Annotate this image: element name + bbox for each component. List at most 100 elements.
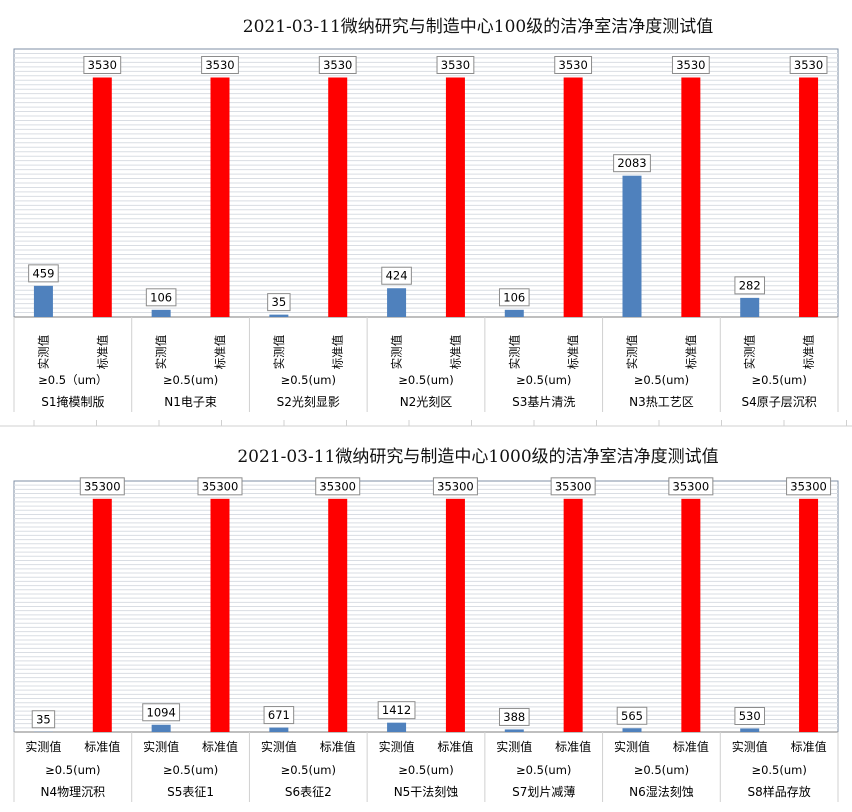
c0-bar [622, 175, 642, 317]
c1-data-label: 35300 [790, 479, 827, 493]
c1-bar [681, 498, 701, 732]
c1-bar [387, 722, 407, 732]
c0-particle-size-label: ≥0.5(um) [634, 373, 689, 387]
c0-particle-size-label: ≥0.5(um) [398, 373, 453, 387]
c0-data-label: 424 [386, 269, 408, 283]
c0-particle-size-label: ≥0.5(um) [281, 373, 336, 387]
c0-series-label: 实测值 [743, 334, 757, 369]
c1-bar [563, 498, 583, 732]
c1-data-label: 1412 [382, 703, 411, 717]
c1-data-label-box [668, 477, 714, 496]
c1-group-label: N5干法刻蚀 [394, 785, 459, 799]
c0-bar [563, 77, 583, 317]
c0-particle-size-label: ≥0.5(um) [516, 373, 571, 387]
c0-series-label: 标准值 [802, 334, 816, 369]
c1-group-label: N6湿法刻蚀 [629, 784, 694, 799]
c1-data-label-box [734, 706, 766, 725]
c1-data-label: 35300 [84, 479, 121, 493]
c0-data-label: 106 [150, 290, 172, 304]
c0-series-label: 实测值 [154, 334, 168, 369]
c0-data-label-box [789, 55, 828, 74]
c1-data-label: 35300 [555, 479, 592, 493]
c0-group-label: S3基片清洗 [512, 395, 575, 409]
c0-data-label-box [613, 154, 651, 173]
c0-data-label: 3530 [88, 58, 117, 72]
c1-series-label: 实测值 [143, 739, 179, 754]
c0-bar [445, 77, 465, 317]
c1-group-label: S5表征1 [167, 785, 214, 799]
c1-particle-size-label: ≥0.5(um) [45, 763, 100, 777]
c0-data-label-box [318, 55, 357, 74]
c1-series-label: 标准值 [320, 739, 356, 754]
c0-data-label-box [436, 55, 475, 74]
c0-data-label-box [83, 55, 122, 74]
c0-data-label-box [267, 293, 291, 312]
c1-group-label: S7划片减薄 [512, 784, 575, 799]
chart-title-1000: 2021-03-11微纳研究与制造中心1000级的洁净室洁净度测试值 [237, 447, 719, 467]
c1-bar [151, 724, 171, 732]
c0-group-label: S4原子层沉积 [742, 395, 817, 409]
c1-bar [740, 728, 760, 732]
c1-data-label-box [616, 706, 648, 725]
c1-data-label: 565 [621, 709, 643, 723]
c1-data-label: 35300 [319, 479, 356, 493]
c1-particle-size-label: ≥0.5(um) [751, 763, 806, 777]
c1-bar [269, 727, 289, 732]
c1-bar [445, 498, 465, 732]
c0-bar [210, 77, 230, 317]
c1-data-label-box [142, 703, 181, 722]
c0-series-label: 实测值 [36, 334, 50, 369]
c1-series-label: 实测值 [379, 739, 415, 754]
c1-bar [622, 728, 642, 732]
c0-data-label: 3530 [323, 58, 352, 72]
c0-bar [92, 77, 112, 317]
c1-data-label: 35300 [673, 479, 710, 493]
c1-data-label-box [377, 701, 416, 720]
c0-data-label-box [498, 288, 530, 307]
c0-data-label-box [671, 55, 710, 74]
c1-particle-size-label: ≥0.5(um) [281, 763, 336, 777]
c0-series-label: 标准值 [213, 334, 227, 369]
c1-bar [799, 498, 819, 732]
c1-data-label: 35300 [202, 479, 239, 493]
c1-series-label: 实测值 [496, 739, 532, 754]
c0-data-label-box [734, 276, 766, 295]
c1-data-label: 388 [503, 710, 525, 724]
c1-data-label: 1094 [147, 705, 176, 719]
c1-data-label-box [315, 477, 361, 496]
c1-group-label: S8样品存放 [748, 784, 811, 799]
c0-data-label: 3530 [794, 58, 823, 72]
c1-data-label: 35300 [437, 479, 474, 493]
c0-bar [151, 309, 171, 317]
c0-data-label: 282 [739, 278, 761, 292]
c0-bar [269, 314, 289, 317]
c0-particle-size-label: ≥0.5(um) [163, 373, 218, 387]
c0-group-label: S2光刻显影 [277, 395, 340, 409]
c0-data-label-box [381, 266, 412, 285]
c0-data-label: 3530 [205, 58, 234, 72]
c1-data-label-box [786, 477, 832, 496]
c0-bar [33, 285, 53, 317]
c0-series-label: 标准值 [684, 334, 698, 369]
c0-series-label: 实测值 [625, 334, 639, 369]
c0-data-label: 106 [503, 290, 525, 304]
c1-series-label: 标准值 [84, 739, 120, 754]
c1-data-label-box [550, 477, 596, 496]
c1-series-label: 标准值 [202, 739, 238, 754]
c1-particle-size-label: ≥0.5(um) [398, 763, 453, 777]
c0-series-label: 标准值 [95, 334, 109, 369]
c1-particle-size-label: ≥0.5(um) [163, 763, 218, 777]
c0-data-label: 3530 [441, 58, 470, 72]
c0-series-label: 实测值 [272, 334, 286, 369]
c1-data-label-box [432, 477, 478, 496]
c0-series-label: 标准值 [331, 334, 345, 369]
c1-data-label: 671 [268, 708, 290, 722]
c0-group-label: N2光刻区 [400, 395, 453, 409]
c0-data-label: 2083 [617, 156, 646, 170]
c0-bar [740, 297, 760, 317]
c0-bar [387, 288, 407, 317]
c0-bar [504, 309, 524, 317]
c1-data-label-box [498, 707, 530, 726]
c0-data-label-box [145, 288, 177, 307]
